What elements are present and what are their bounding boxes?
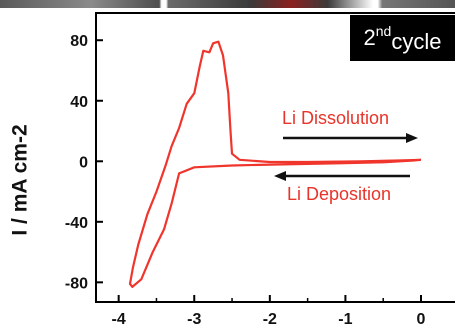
top-image-strip (0, 0, 455, 8)
x-tick-label: -4 (112, 311, 126, 327)
annotation-li-dissolution: Li Dissolution (282, 108, 390, 128)
y-tick-label: -80 (65, 275, 88, 292)
annotation-li-deposition: Li Deposition (287, 184, 392, 204)
cv-curve-line (128, 40, 422, 288)
y-tick-label: 40 (70, 94, 88, 111)
deposition-arrow-head (274, 171, 286, 181)
cycle-badge-subscript: cycle (391, 29, 442, 54)
x-tick-label: -3 (187, 311, 201, 327)
y-tick-label: 80 (70, 33, 88, 50)
cycle-badge: 2 nd cycle (350, 15, 455, 61)
y-tick-label: 0 (79, 154, 88, 171)
cycle-badge-number: 2 (363, 25, 376, 50)
cycle-badge-superscript: nd (375, 23, 392, 39)
plot-frame (95, 12, 455, 303)
x-tick-label: -1 (338, 311, 352, 327)
dissolution-arrow-head (406, 133, 418, 143)
x-tick-label: -2 (263, 311, 277, 327)
y-tick-label: -40 (65, 215, 88, 232)
x-tick-label: 0 (417, 311, 426, 327)
